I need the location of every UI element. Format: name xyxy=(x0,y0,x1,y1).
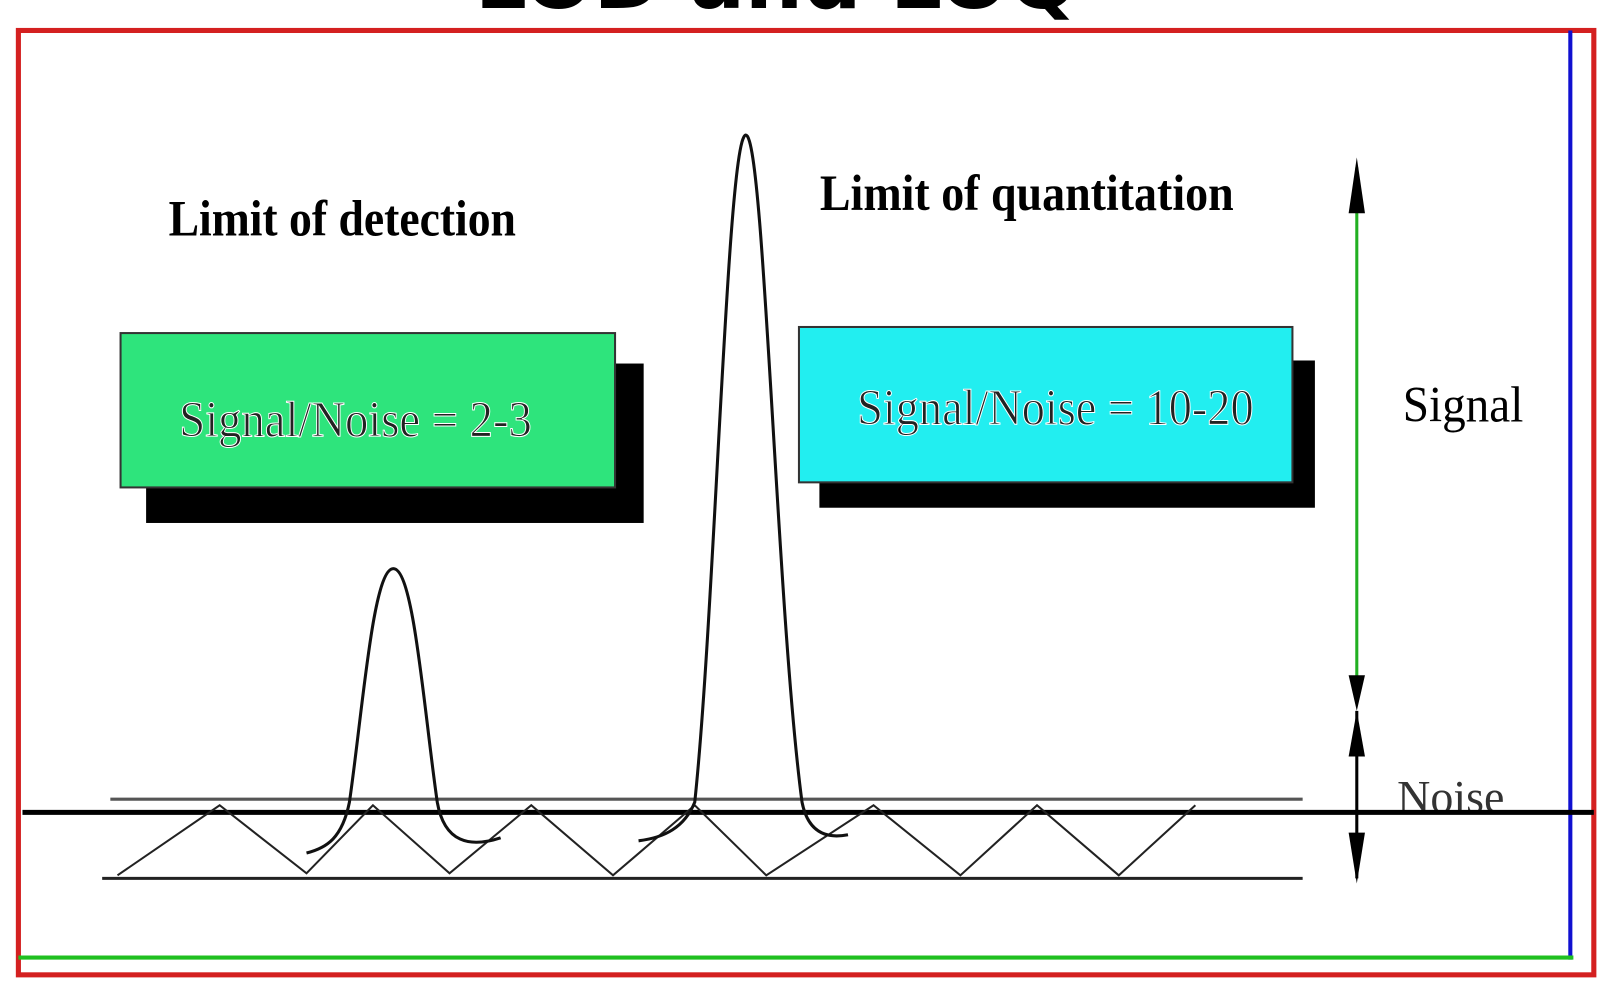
frame xyxy=(15,27,1597,978)
lod-box xyxy=(119,332,617,489)
loq-box xyxy=(797,325,1294,484)
lod-heading: Limit of detection xyxy=(169,192,516,248)
loq-peak xyxy=(638,133,849,843)
arrowhead xyxy=(1348,157,1365,214)
arrowhead xyxy=(1348,710,1365,757)
noise-trace xyxy=(116,803,1197,877)
lod-peak xyxy=(306,567,502,855)
loq-heading: Limit of quantitation xyxy=(820,166,1234,222)
loq-ratio: Signal/Noise = 10-20 xyxy=(857,381,1253,437)
noise-label: Noise xyxy=(1397,771,1504,823)
arrowhead xyxy=(1348,675,1365,711)
signal-label: Signal xyxy=(1403,378,1524,434)
lod-ratio: Signal/Noise = 2-3 xyxy=(179,393,531,449)
title: LOD and LOQ xyxy=(475,0,1078,28)
arrowhead xyxy=(1348,832,1365,884)
